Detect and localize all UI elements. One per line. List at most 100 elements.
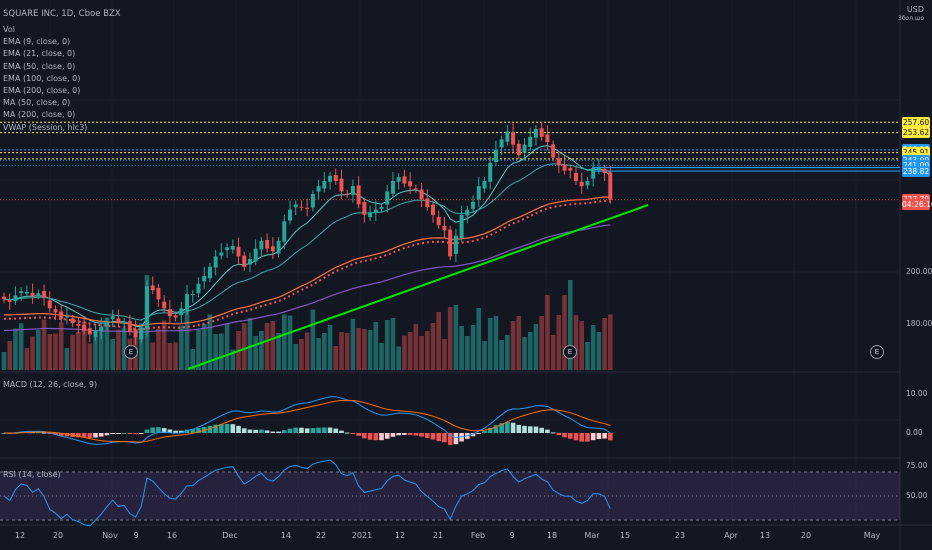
macd-histogram-bar [110,433,115,434]
volume-bar [539,316,544,370]
macd-histogram-bar [190,429,196,433]
volume-bar [322,333,327,370]
macd-histogram-bar [93,433,98,438]
candle-body [488,162,493,182]
volume-bar [362,329,367,370]
volume-bar [602,318,607,370]
volume-bar [47,334,53,370]
volume-bar [276,333,281,370]
legend-item: EMA (21, close, 0) [3,49,76,59]
horizontal-levels [0,121,900,201]
price-axis-label: 200.00 [906,267,932,276]
macd-line [3,396,611,445]
macd-histogram-bar [390,433,396,437]
candle-body [173,315,178,318]
macd-histogram-bar [207,425,213,433]
volume-bar [116,329,121,370]
legend-item: MA (200, close, 0) [3,110,76,120]
candle-body [87,328,92,335]
candle-body [333,175,338,181]
macd-histogram-bar [499,423,504,433]
candle-body [127,321,132,332]
macd-histogram-bar [516,424,522,433]
macd-histogram-bar [127,433,133,434]
volume-bar [367,330,373,370]
macd-axis-label: 0.00 [906,428,923,437]
macd-histogram-bar [539,427,544,433]
candle-body [385,191,390,205]
candle-body [47,300,52,309]
volume-bar [499,340,504,370]
candle-body [596,168,601,171]
macd-histogram-bar [87,433,93,438]
candle-body [528,136,533,147]
volume-bar [81,321,87,370]
macd-histogram-bar [327,427,333,433]
macd-histogram-bar [224,423,230,433]
volume-bar [230,349,236,370]
candle-body [213,256,218,268]
volume-bar [213,334,218,370]
macd-histogram-bar [322,427,327,433]
candlesticks [2,121,613,345]
macd-histogram-bar [253,429,258,433]
earnings-badge: E [124,345,138,359]
time-axis-label: 20 [800,531,812,540]
macd-histogram-bar [133,433,138,435]
volume-bar [161,320,167,370]
candle-body [185,294,190,311]
candle-body [59,311,64,319]
candle-body [413,188,418,190]
currency-code: USD [906,5,924,14]
candle-body [42,290,47,298]
volume-bar [98,327,104,370]
candle-body [53,309,58,313]
macd-histogram-bar [213,424,218,433]
support-trend-line [187,204,649,370]
legend-item: EMA (100, close, 0) [3,73,81,83]
macd-histogram-bar [602,433,607,439]
volume-bar [379,343,384,370]
volume-bar [585,342,590,370]
macd-histogram-bar [236,425,241,433]
time-axis-label: 15 [619,531,631,540]
volume-bar [522,337,527,370]
macd-histogram-bar [116,433,121,434]
volume-bar [167,343,173,370]
signal-line [3,399,611,443]
macd-histogram-bar [179,430,184,433]
macd-histogram-bar [104,433,110,436]
macd-histogram-bar [293,427,299,433]
macd-histogram-bar [522,425,527,433]
volume-bar [36,330,41,370]
candle-body [551,144,556,158]
legend-item: EMA (200, close, 0) [3,85,81,95]
candle-body [190,294,195,296]
candle-body [270,246,275,252]
volume-bar [150,342,156,370]
macd-histogram-bar [98,433,104,437]
volume-bar [390,318,396,370]
volume-bar [476,308,482,370]
volume-bar [470,325,476,370]
candle-body [471,201,476,209]
time-axis-label: 14 [280,531,292,540]
volume-bar [293,344,299,370]
volume-bar [487,318,493,370]
legend-item: MA (50, close, 0) [3,98,71,108]
volume-bar [516,316,522,370]
macd-histogram-bar [550,432,556,434]
candle-body [70,318,75,324]
macd-histogram-bar [287,428,293,433]
macd-histogram-bar [487,427,493,433]
macd-histogram-bar [493,425,499,433]
rsi-line [3,459,611,527]
price-tag: 253.62 [902,127,930,139]
macd-histogram-bar [344,432,350,434]
candle-body [539,128,544,137]
volume-bar [327,325,333,370]
candle-body [156,287,161,300]
macd-histogram-bar [167,429,173,433]
macd-histogram-bar [276,431,281,433]
